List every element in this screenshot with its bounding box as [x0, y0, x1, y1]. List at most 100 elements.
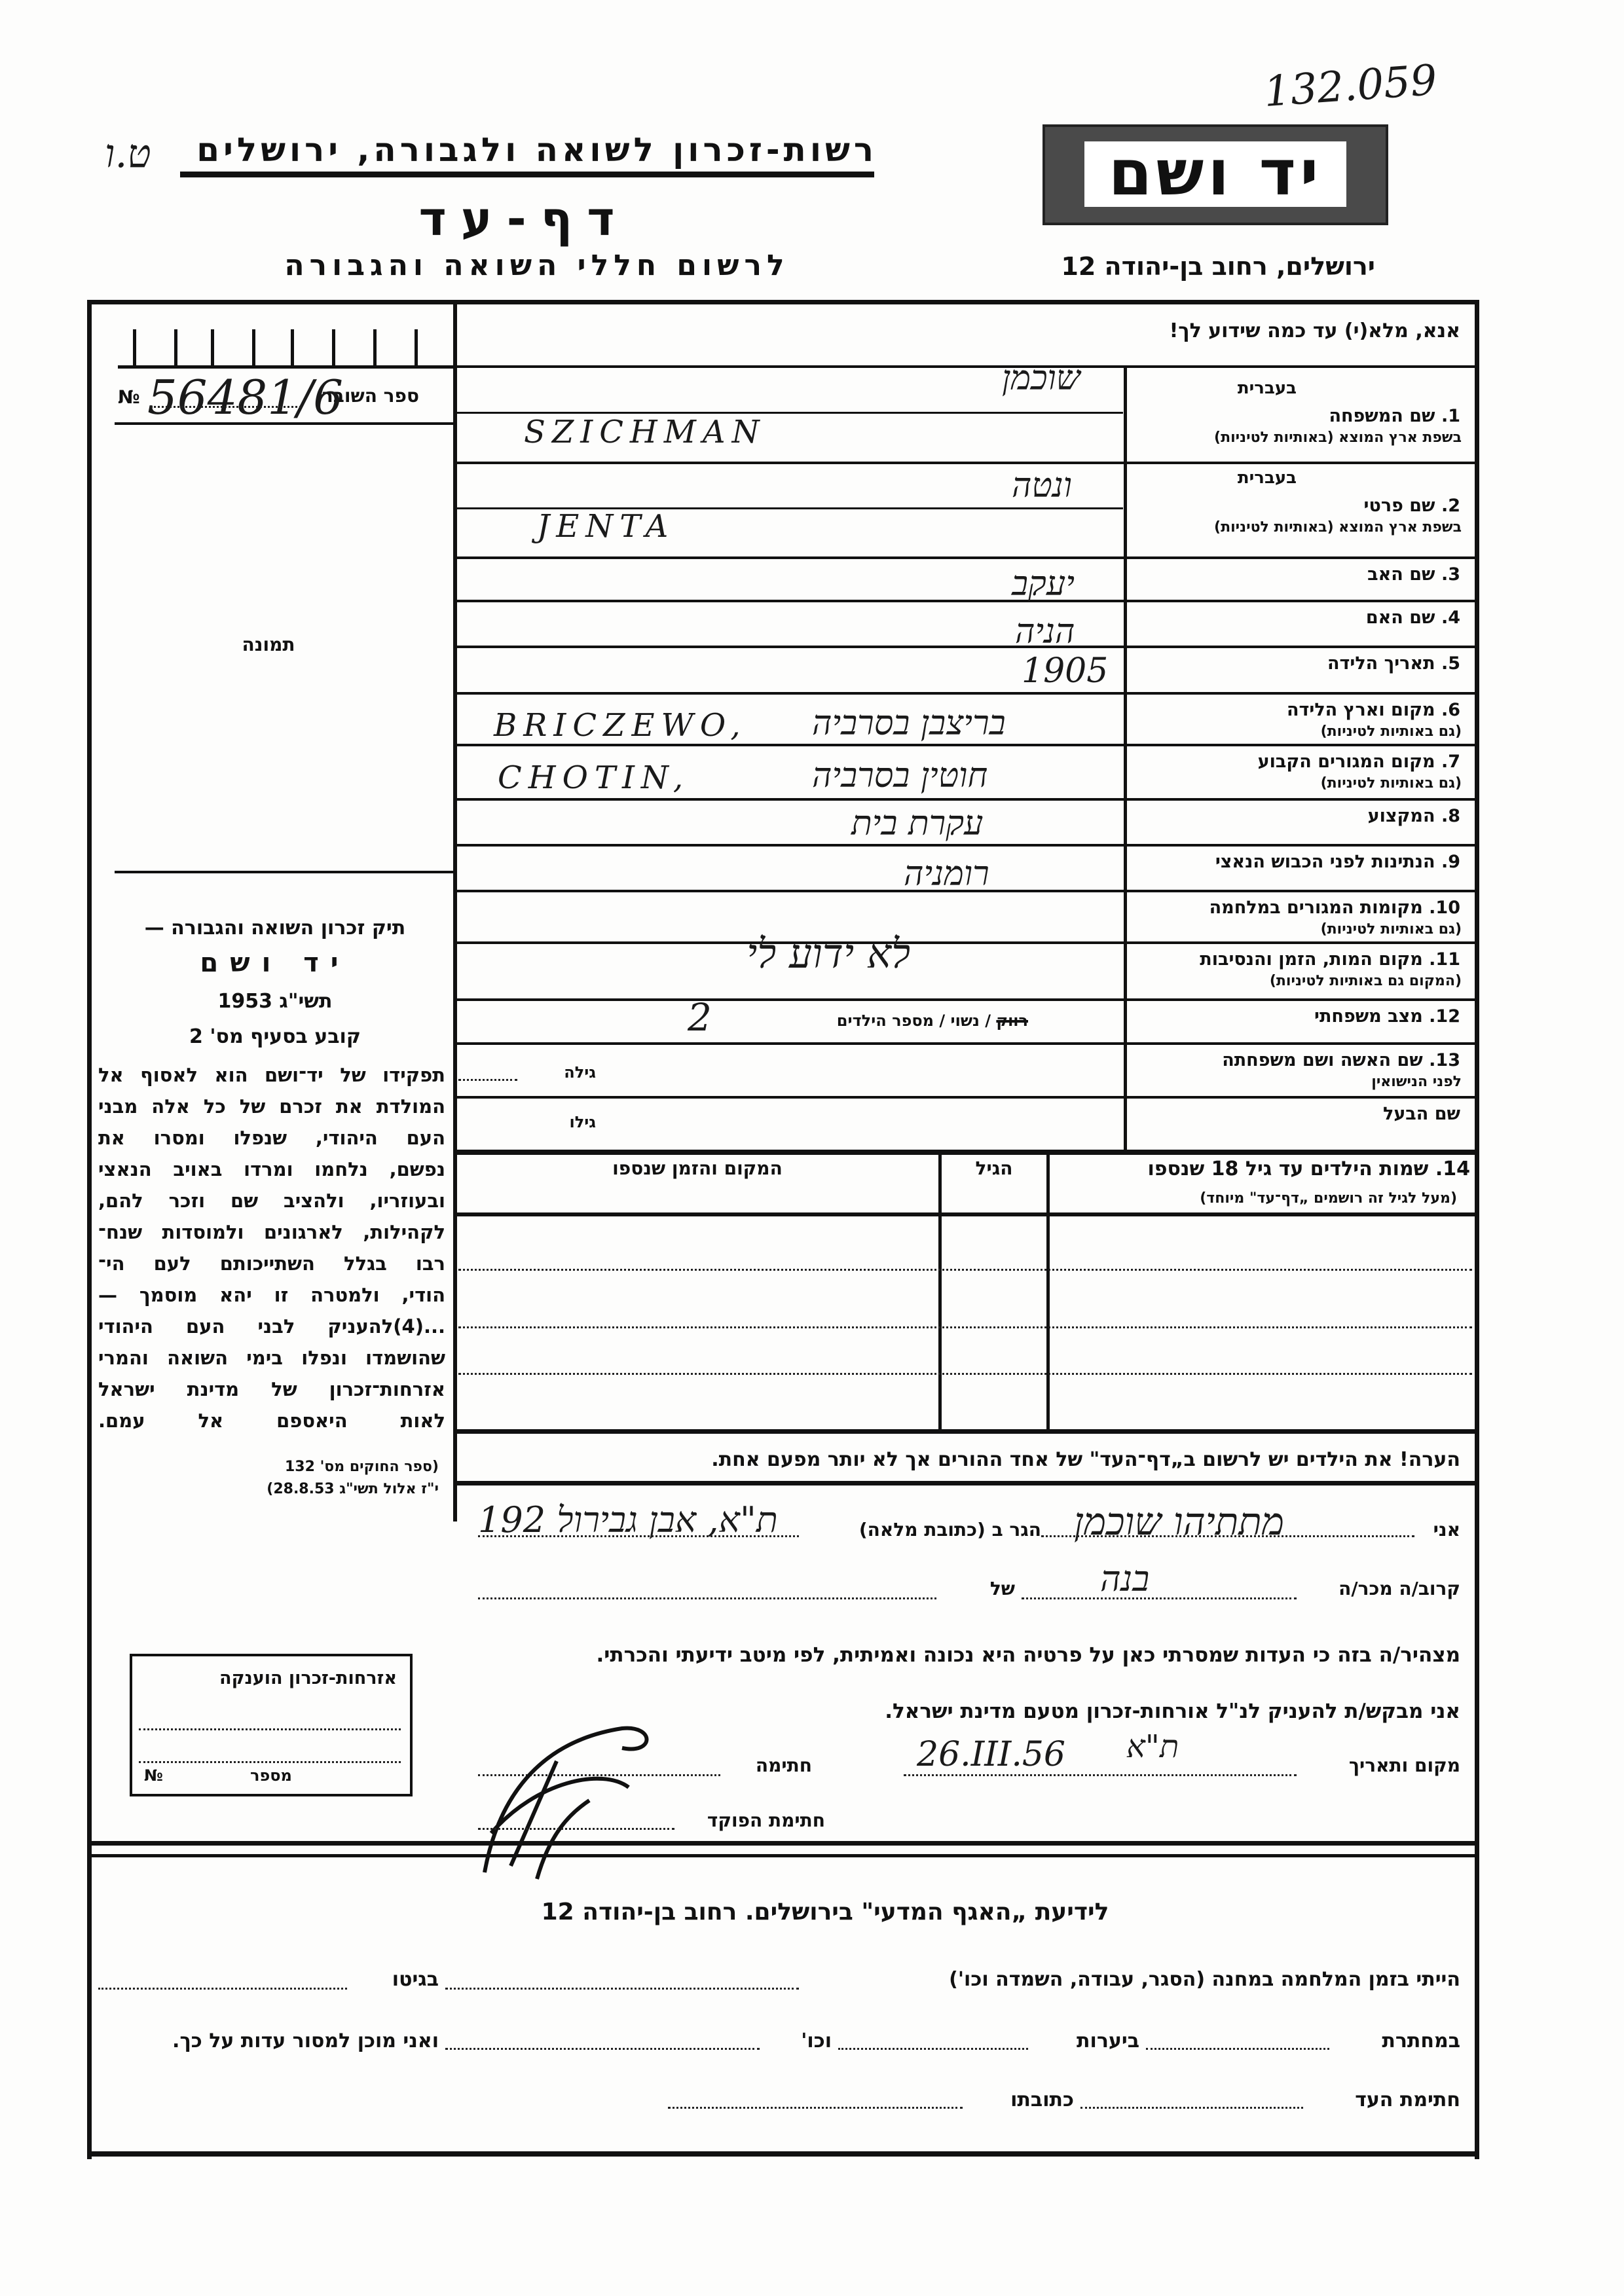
field-label-5: 5. תאריך הלידה: [1133, 653, 1460, 674]
field-number: 2.: [1441, 496, 1460, 516]
label-column-divider: [1124, 367, 1127, 1152]
tick-rule: [118, 365, 455, 369]
law-text-line: רבו בגלל השתייכותם לעם הי־: [98, 1252, 445, 1275]
photo-label: תמונה: [242, 634, 295, 655]
field-rule: [455, 890, 1477, 892]
bottom-line1-camp: הייתי בזמן המלחמה במחנה (הסגר, עבודה, הש…: [949, 1968, 1460, 1991]
photo-rule: [115, 871, 455, 873]
law-text-line: ...(4)להעניק לבני העם היהודי: [98, 1315, 445, 1338]
law-text-line: לאות היאספם אל עמם.: [98, 1410, 445, 1432]
field-sublabel: בשפת ארץ המוצא (באותיות לטיניות): [1214, 429, 1462, 446]
field-label-text: הנתינות לפני הכבוש הנאצי: [1215, 852, 1435, 872]
field-label-1: 1. שם המשפחה: [1133, 406, 1460, 426]
children-row-line: [458, 1269, 1472, 1271]
receipt-label: ספר השובר: [322, 385, 419, 407]
field-label-8: 8. המקצוע: [1133, 806, 1460, 826]
field-label-text: שם הבעל: [1382, 1104, 1460, 1124]
forests-line: [838, 2048, 1028, 2050]
field-rule: [455, 556, 1477, 559]
children-col-divider-2: [1046, 1152, 1050, 1430]
field-label-12: 12. מצב משפחתי: [1133, 1006, 1460, 1027]
field-number: 6.: [1441, 700, 1460, 720]
law-text-line: הודי, ולמטרה זו יהא מוסמך —: [98, 1284, 445, 1306]
field-label-text: תאריך הלידה: [1327, 653, 1435, 674]
field-number: 1.: [1441, 406, 1460, 426]
tick-mark: [291, 329, 294, 365]
tick-mark: [373, 329, 377, 365]
field-sublabel: (גם באותיות לטיניות): [1320, 921, 1462, 938]
law-year: תשי"ג 1953: [217, 990, 333, 1013]
tick-mark: [211, 329, 214, 365]
field-rule: [455, 600, 1477, 602]
testimony-place: ת"א: [1126, 1728, 1179, 1765]
separator: /: [934, 1011, 946, 1030]
bottom-line2-willing: ואני מוכן למסור עדות על כך.: [172, 2030, 439, 2052]
address-line: [478, 1535, 799, 1537]
children-header-place: המקום והזמן שנספו: [612, 1157, 783, 1179]
latin-subrule: [455, 507, 1123, 509]
logo-text: יד ושם: [1108, 136, 1323, 210]
archive-number: 132.059: [1262, 56, 1439, 117]
bottom-line2-etc: וכו': [801, 2030, 832, 2052]
declaration-request: אני מבקש/ת להעניק לנ"ל אורחות-זכרון מטעם…: [885, 1700, 1460, 1723]
field-rule: [455, 844, 1477, 847]
field-number: 11.: [1429, 949, 1460, 970]
law-text-line: תפקידו של יד־ושם הוא לאסוף אל: [98, 1064, 445, 1086]
field-value-hebrew: 1905: [1022, 651, 1109, 691]
signature-label: חתימה: [755, 1755, 812, 1776]
field-label-text: מקום וארץ הלידה: [1286, 700, 1435, 720]
law-text-line: לקהילות, לארגונים ולמוסדות שנח־: [98, 1221, 445, 1243]
marital-single: רווק: [996, 1011, 1028, 1030]
field-label-11: 11. מקום המות, הזמן והנסיבות: [1133, 949, 1460, 970]
instruction: אנא, מלא(י) עד כמה שידוע לך!: [1169, 319, 1460, 342]
witness-address-line: [668, 2107, 963, 2109]
double-rule-1: [87, 1841, 1479, 1846]
children-row-line: [458, 1373, 1472, 1375]
frame-right: [1475, 300, 1479, 2159]
children-count: 2: [688, 995, 712, 1040]
children-header-name: 14. שמות הילדים עד גיל 18 שנספו: [1147, 1157, 1470, 1180]
law-name: יד ושם: [200, 948, 350, 978]
law-title: תיק זכרון השואה והגבורה —: [144, 917, 406, 939]
field-number: 7.: [1441, 752, 1460, 772]
children-header-note: (מעל לגיל זה רושמים „דף־עד" מיוחד): [1200, 1190, 1457, 1207]
note-rule: [455, 1481, 1477, 1485]
latin-subrule: [455, 412, 1123, 414]
i-label: אני: [1433, 1519, 1460, 1540]
tick-mark: [174, 329, 177, 365]
field-value-hebrew: הניה: [1015, 612, 1075, 651]
field-rule: [455, 941, 1477, 944]
double-rule-2: [87, 1854, 1479, 1857]
relation-line: [1022, 1597, 1297, 1599]
field-rule: [455, 692, 1477, 695]
field-rule: [455, 462, 1477, 464]
hebrew-label: בעברית: [1237, 468, 1297, 488]
field-label-text: שם האם: [1365, 608, 1435, 628]
field-value-hebrew: יעקב: [1012, 564, 1075, 604]
field-rule: [455, 744, 1477, 746]
form-title: דף-עד: [418, 191, 629, 246]
officer-signature-label: חתימת הפוקד: [707, 1810, 825, 1831]
bottom-line2-forests: ביערות: [1077, 2030, 1139, 2052]
wife-age-label: גילה: [564, 1063, 596, 1082]
camp-line: [445, 1988, 799, 1990]
left-column-divider: [453, 300, 457, 1522]
frame-bottom: [87, 2151, 1479, 2157]
field-label-text: שם האשה ושם משפחתה: [1222, 1050, 1423, 1070]
field-label-text: מצב משפחתי: [1314, 1006, 1423, 1027]
field-value-hebrew: רומניה: [904, 854, 989, 894]
separator: /: [979, 1011, 991, 1030]
children-col-divider-1: [938, 1152, 942, 1430]
field-number: 13.: [1429, 1050, 1460, 1070]
relation-label: קרוב/ה מכר/ה: [1338, 1578, 1460, 1599]
of-label: של: [989, 1578, 1015, 1599]
instruction-rule: [455, 365, 1477, 368]
field-value-latin: JENTA: [537, 508, 675, 545]
field-label-3: 3. שם האב: [1133, 564, 1460, 585]
field-rule: [455, 1096, 1477, 1099]
number-sign: №: [118, 386, 140, 408]
citizenship-box: אזרחות-זכרון הוענקה מספר №: [130, 1654, 413, 1796]
field-rule: [455, 646, 1477, 648]
field-value-hebrew: שוכמן: [1002, 359, 1080, 398]
husband-age-label: גילו: [569, 1113, 596, 1131]
